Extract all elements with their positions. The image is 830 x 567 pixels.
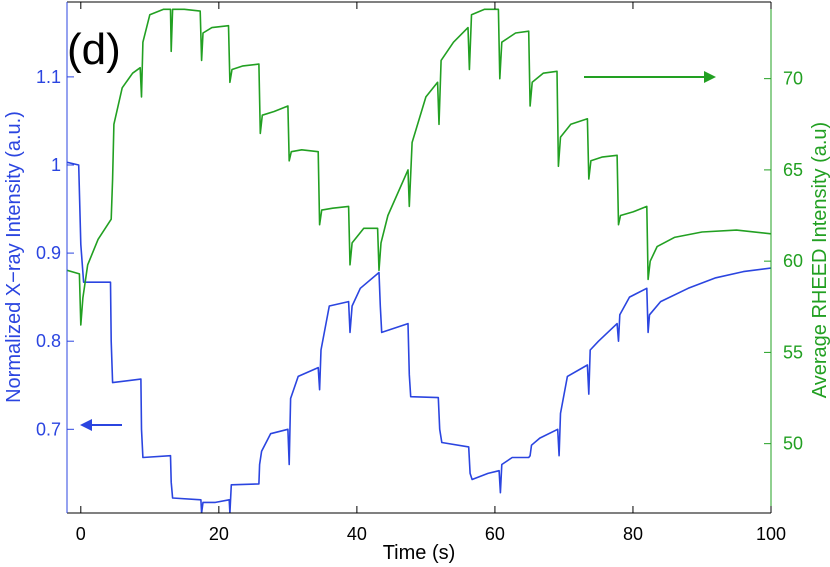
xray-intensity-line — [67, 161, 771, 513]
arrow-left-icon — [80, 419, 122, 431]
plot-series — [67, 8, 771, 513]
left-axis-title: Normalized X−ray Intensity (a.u.) — [3, 111, 25, 403]
x-tick-label: 40 — [347, 524, 367, 544]
left-tick-label: 0.8 — [36, 331, 61, 351]
right-axis-title: Average RHEED Intensity (a.u) — [809, 122, 830, 398]
rheed-intensity-line — [67, 8, 771, 326]
arrow-right-icon — [584, 71, 716, 83]
right-tick-label: 55 — [783, 342, 803, 362]
left-tick-label: 0.9 — [36, 243, 61, 263]
x-axis-ticks: 0 20 40 60 80 100 — [76, 2, 786, 544]
right-tick-label: 50 — [783, 434, 803, 454]
right-tick-label: 60 — [783, 251, 803, 271]
right-tick-label: 65 — [783, 160, 803, 180]
right-tick-label: 70 — [783, 69, 803, 89]
x-tick-label: 60 — [485, 524, 505, 544]
panel-label: (d) — [67, 25, 121, 74]
right-axis-ticks: 50 55 60 65 70 — [764, 69, 803, 454]
x-tick-label: 20 — [209, 524, 229, 544]
x-axis-title: Time (s) — [383, 542, 456, 564]
plot-background — [67, 2, 771, 513]
left-tick-label: 1 — [51, 155, 61, 175]
left-tick-label: 1.1 — [36, 67, 61, 87]
x-tick-label: 0 — [76, 524, 86, 544]
left-tick-label: 0.7 — [36, 419, 61, 439]
left-axis-ticks: 0.7 0.8 0.9 1 1.1 — [36, 67, 74, 439]
x-tick-label: 100 — [756, 524, 786, 544]
x-tick-label: 80 — [623, 524, 643, 544]
